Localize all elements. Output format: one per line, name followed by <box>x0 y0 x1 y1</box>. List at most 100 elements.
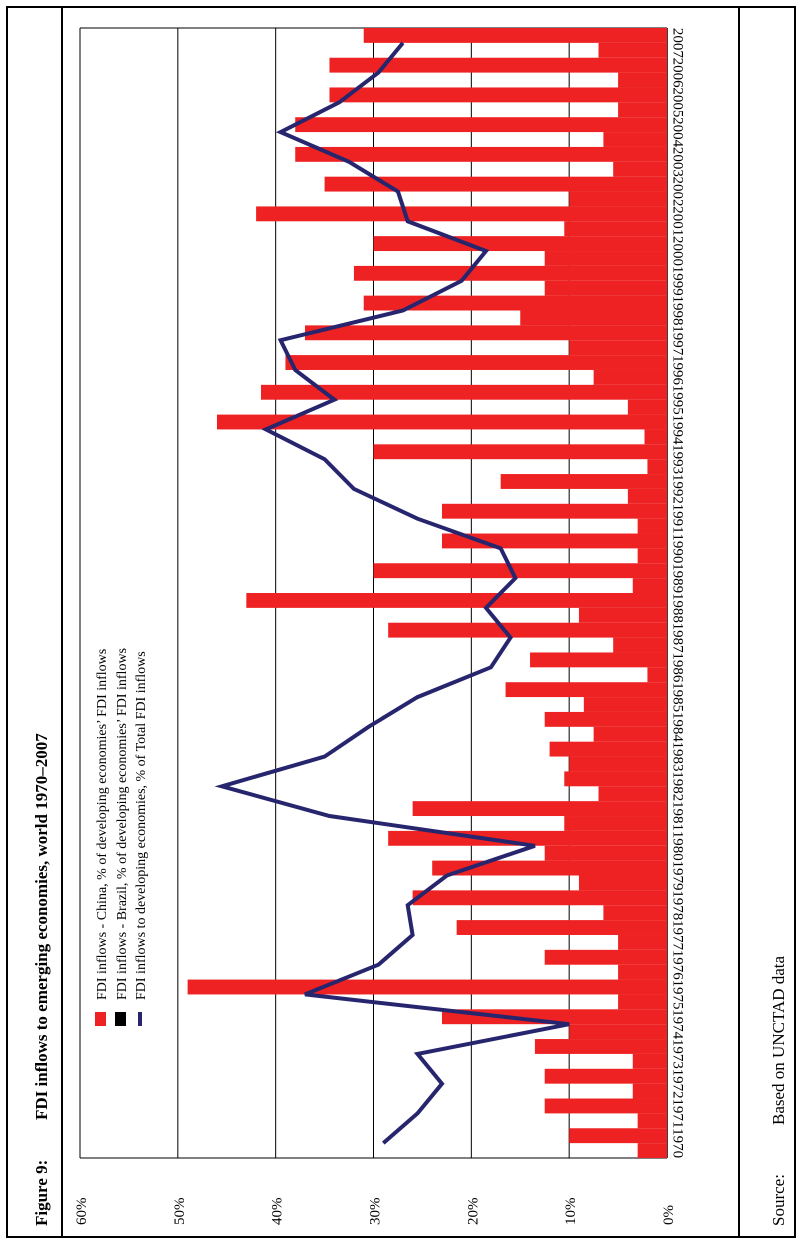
bar-china <box>618 102 667 118</box>
bar-china <box>644 429 667 445</box>
bar-china <box>618 994 667 1010</box>
bar-china <box>637 1143 667 1158</box>
x-tick-label: 1992 <box>670 474 686 504</box>
x-tick-label: 1972 <box>670 1069 686 1099</box>
legend-swatch-china <box>95 1012 106 1026</box>
bar-china <box>598 786 667 802</box>
x-tick-label: 1974 <box>670 1009 686 1040</box>
bar-china <box>627 488 667 504</box>
bar-brazil <box>544 711 667 727</box>
bar-china <box>569 1024 667 1040</box>
bar-china <box>613 637 667 653</box>
bar-china <box>618 72 667 88</box>
bar-brazil <box>564 771 667 787</box>
x-tick-label: 1982 <box>670 771 686 801</box>
x-tick-label: 1978 <box>670 890 686 920</box>
bar-brazil <box>329 57 667 73</box>
legend-label-china: FDI inflows - China, % of developing eco… <box>95 649 110 1000</box>
bar-brazil <box>534 1039 667 1054</box>
bar-china <box>544 251 667 266</box>
bar-china <box>564 221 667 237</box>
y-tick-label: 60% <box>74 1198 90 1226</box>
bar-brazil <box>256 206 667 222</box>
x-tick-label: 1977 <box>670 920 686 951</box>
line-total <box>214 41 570 1145</box>
bar-brazil <box>373 236 667 252</box>
bar-brazil <box>363 295 667 311</box>
bar-china <box>544 845 667 861</box>
bar-brazil <box>295 117 667 133</box>
x-tick-label: 1987 <box>670 623 686 654</box>
source-text: Based on UNCTAD data <box>769 955 788 1125</box>
bar-brazil <box>412 890 667 906</box>
bar-china <box>613 161 667 177</box>
bar-brazil <box>388 622 667 638</box>
bar-china <box>647 459 667 475</box>
x-tick-label: 1997 <box>670 325 686 356</box>
bar-china <box>618 934 667 950</box>
x-tick-label: 1971 <box>670 1098 686 1128</box>
x-tick-label: 1973 <box>670 1039 686 1069</box>
x-tick-label: 1975 <box>670 979 686 1009</box>
bar-brazil <box>505 682 667 698</box>
bar-china <box>637 1113 667 1129</box>
y-tick-label: 40% <box>270 1198 286 1226</box>
legend-label-brazil: FDI inflows - Brazil, % of developing ec… <box>115 648 130 1000</box>
x-tick-label: 1979 <box>670 861 686 891</box>
bar-china <box>632 1053 667 1069</box>
legend: FDI inflows - China, % of developing eco… <box>95 648 149 1026</box>
x-tick-label: 1989 <box>670 563 686 593</box>
y-tick-label: 0% <box>661 1205 677 1225</box>
bar-china <box>603 905 667 921</box>
bar-brazil <box>544 949 667 965</box>
bar-brazil <box>373 444 667 460</box>
bar-brazil <box>324 176 667 192</box>
x-tick-label: 1995 <box>670 385 686 415</box>
bar-brazil <box>544 1098 667 1114</box>
bar-china <box>637 518 667 534</box>
x-tick-label: 1988 <box>670 593 686 623</box>
bar-china <box>627 399 667 415</box>
x-tick-label: 2006 <box>670 58 686 89</box>
x-tick-label: 1980 <box>670 831 686 861</box>
bar-china <box>632 578 667 593</box>
bar-brazil <box>295 146 667 162</box>
x-tick-label: 1998 <box>670 296 686 326</box>
bar-brazil <box>216 414 667 430</box>
legend-label-total: FDI inflows to developing economies, % o… <box>134 651 149 1000</box>
bar-china <box>578 875 667 891</box>
bar-brazil <box>412 801 667 817</box>
bar-china <box>603 132 667 147</box>
y-tick-label: 20% <box>465 1198 481 1226</box>
bar-brazil <box>441 533 667 549</box>
bar-china <box>632 1083 667 1099</box>
bar-china <box>598 42 667 58</box>
bar-brazil <box>246 593 668 608</box>
bar-brazil <box>305 325 667 341</box>
x-tick-label: 1983 <box>670 742 686 772</box>
x-tick-label: 1976 <box>670 950 686 981</box>
bar-brazil <box>373 563 667 579</box>
x-tick-label: 2005 <box>670 87 686 117</box>
x-tick-label: 2001 <box>670 206 686 236</box>
x-tick-label: 2002 <box>670 177 686 207</box>
figure-frame <box>6 6 796 1238</box>
bar-brazil <box>441 503 667 519</box>
bar-brazil <box>329 87 667 103</box>
x-tick-label: 1986 <box>670 652 686 683</box>
y-tick-label: 10% <box>563 1198 579 1226</box>
x-tick-label: 1970 <box>670 1128 686 1158</box>
bar-brazil <box>544 1068 667 1084</box>
bar-brazil <box>260 384 667 400</box>
x-tick-label: 2004 <box>670 117 686 148</box>
bar-china <box>578 607 667 623</box>
figure-title: FDI inflows to emerging economies, world… <box>32 733 51 1120</box>
bar-china <box>564 816 667 831</box>
bar-brazil <box>549 741 667 757</box>
legend-swatch-brazil <box>115 1012 126 1026</box>
bar-china <box>544 280 667 296</box>
x-tick-label: 2003 <box>670 147 686 177</box>
figure-label: Figure 9: <box>32 1160 51 1226</box>
y-tick-label: 30% <box>368 1198 384 1226</box>
